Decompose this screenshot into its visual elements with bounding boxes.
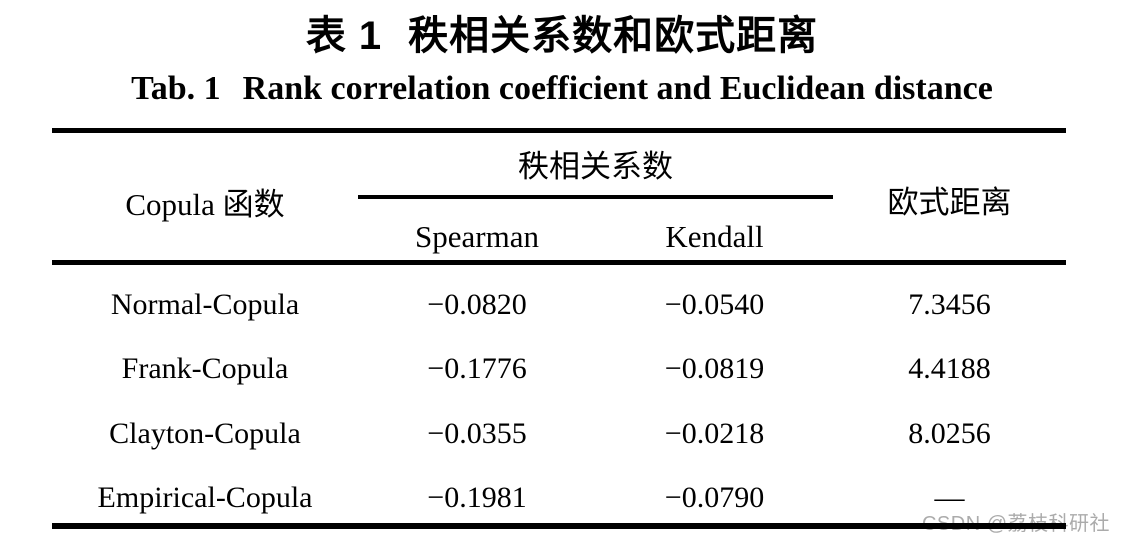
- column-header-copula-function: Copula 函数: [125, 187, 285, 222]
- table-caption-zh: 表 1 秩相关系数和欧式距离: [0, 3, 1124, 61]
- copula-name: Normal-Copula: [110, 288, 300, 321]
- kendall-value: −0.0790: [664, 481, 765, 514]
- column-header-kendall: Kendall: [665, 219, 764, 254]
- table-caption-en: Tab. 1 Rank correlation coefficient and E…: [0, 70, 1124, 108]
- spearman-value: −0.1776: [427, 352, 527, 385]
- table-bottom-rule: [52, 523, 1066, 529]
- column-header-euclidean-distance: 欧式距离: [887, 185, 1012, 220]
- table-top-rule: [52, 128, 1066, 133]
- copula-name: Empirical-Copula: [97, 481, 313, 514]
- group-header-rank-correlation: 秩相关系数: [518, 149, 673, 184]
- kendall-value: −0.0218: [664, 417, 765, 450]
- euclidean-distance-value: 4.4188: [908, 352, 991, 385]
- spearman-value: −0.1981: [427, 481, 527, 514]
- table-caption-zh-label: 表 1: [305, 14, 383, 58]
- table-caption-en-label: Tab. 1: [131, 70, 221, 107]
- kendall-value: −0.0819: [664, 352, 765, 385]
- spearman-value: −0.0820: [427, 288, 527, 321]
- spearman-value: −0.0355: [427, 417, 527, 450]
- table-row: Clayton-Copula −0.0355 −0.0218 8.0256: [0, 417, 1124, 451]
- euclidean-distance-value: 8.0256: [908, 417, 991, 450]
- table-row: Frank-Copula −0.1776 −0.0819 4.4188: [0, 352, 1124, 386]
- table-caption-zh-text: 秩相关系数和欧式距离: [408, 14, 819, 58]
- table-row: Empirical-Copula −0.1981 −0.0790 —: [0, 481, 1124, 515]
- copula-name: Frank-Copula: [121, 352, 289, 385]
- kendall-value: −0.0540: [664, 288, 765, 321]
- header-bottom-rule: [52, 260, 1066, 265]
- euclidean-distance-value: —: [934, 481, 965, 514]
- euclidean-distance-value: 7.3456: [908, 288, 991, 321]
- column-header-spearman: Spearman: [415, 219, 539, 254]
- group-header-rule: [358, 195, 833, 199]
- table-caption-en-text: Rank correlation coefficient and Euclide…: [242, 70, 993, 107]
- csdn-watermark: CSDN @荔枝科研社: [922, 507, 1110, 536]
- table-row: Normal-Copula −0.0820 −0.0540 7.3456: [0, 288, 1124, 322]
- copula-name: Clayton-Copula: [109, 417, 301, 450]
